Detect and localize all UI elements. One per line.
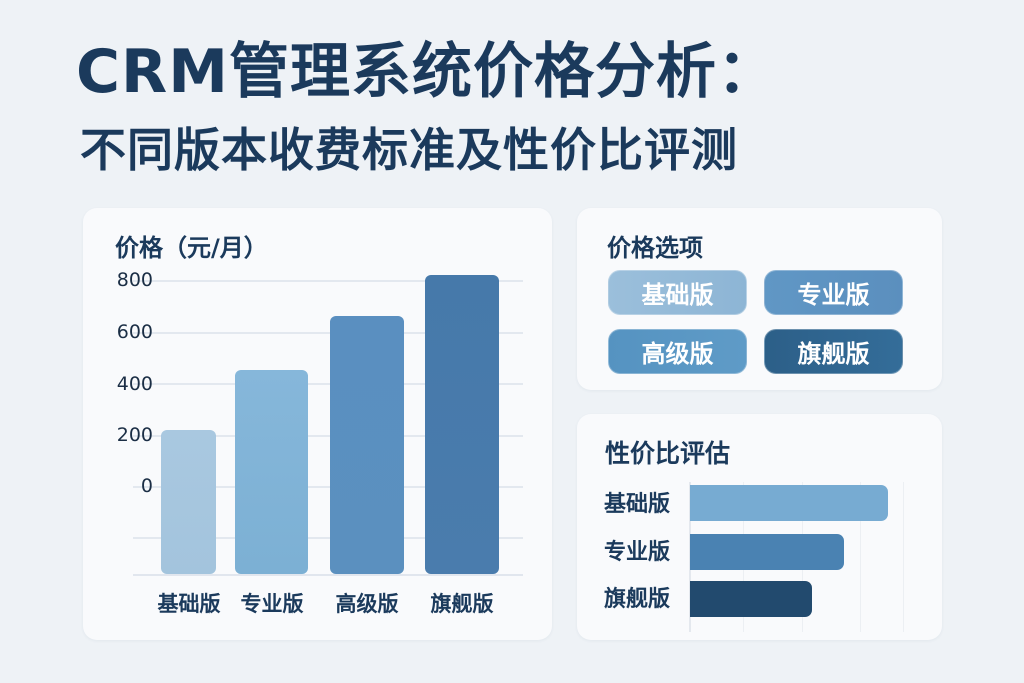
- option-pro-button[interactable]: 专业版: [764, 270, 903, 315]
- bar-basic: [161, 430, 216, 574]
- price-options-card: 价格选项 基础版 专业版 高级版 旗舰版: [577, 208, 942, 390]
- hbar-flagship: [690, 581, 812, 617]
- value-evaluation-card: 性价比评估 基础版 专业版 旗舰版: [577, 414, 942, 640]
- hbar-label-pro: 专业版: [604, 540, 671, 565]
- gridline-extra: [133, 537, 523, 539]
- gridline-0: [133, 486, 523, 488]
- x-axis-baseline: [133, 574, 523, 576]
- option-flagship-button[interactable]: 旗舰版: [764, 329, 903, 374]
- gridline-800: [133, 280, 523, 282]
- x-label-basic: 基础版: [157, 592, 221, 616]
- gridline-600: [133, 332, 523, 334]
- x-label-advanced: 高级版: [335, 592, 399, 616]
- hbar-basic: [690, 485, 888, 521]
- gridline-400: [133, 383, 523, 385]
- y-tick-400: 400: [116, 373, 153, 395]
- x-label-flagship: 旗舰版: [430, 592, 494, 616]
- bar-pro: [235, 370, 308, 574]
- price-options-title: 价格选项: [607, 234, 703, 262]
- y-tick-200: 200: [116, 424, 153, 446]
- x-label-pro: 专业版: [240, 592, 304, 616]
- hbar-label-flagship: 旗舰版: [604, 587, 671, 612]
- y-tick-600: 600: [116, 321, 153, 343]
- value-evaluation-title: 性价比评估: [605, 439, 731, 468]
- y-tick-0: 0: [140, 475, 153, 497]
- bar-flagship: [425, 275, 499, 574]
- vgrid-3: [860, 482, 861, 632]
- page-title: CRM管理系统价格分析：: [76, 37, 778, 107]
- option-advanced-button[interactable]: 高级版: [608, 329, 747, 374]
- gridline-200: [133, 435, 523, 437]
- hbar-label-basic: 基础版: [604, 492, 671, 517]
- vgrid-4: [903, 482, 904, 632]
- price-chart-title: 价格（元/月）: [115, 234, 268, 262]
- option-basic-button[interactable]: 基础版: [608, 270, 747, 315]
- y-tick-800: 800: [116, 269, 153, 291]
- hbar-pro: [690, 534, 844, 570]
- price-chart-card: 价格（元/月） 800 600 400 200 0 基础版 专业版 高级版 旗舰…: [83, 208, 552, 640]
- price-bar-chart: 800 600 400 200 0 基础版 专业版 高级版 旗舰版: [83, 208, 552, 640]
- bar-advanced: [330, 316, 404, 574]
- page-subtitle: 不同版本收费标准及性价比评测: [80, 123, 738, 177]
